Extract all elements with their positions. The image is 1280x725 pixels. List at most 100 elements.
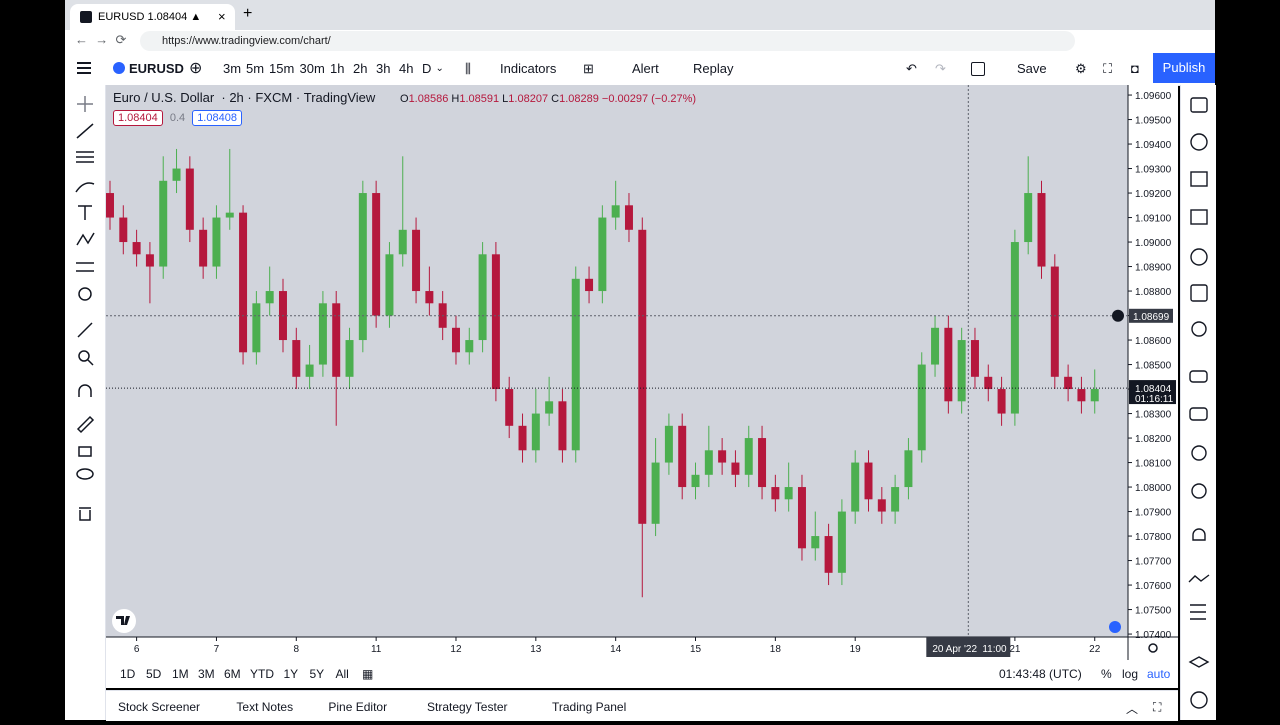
y-tick-label: 1.08100 [1135,459,1172,470]
url-box[interactable]: https://www.tradingview.com/chart/ [140,31,1075,51]
candle-body [199,229,208,267]
bid-ask: 1.08404 0.4 1.08408 [113,110,242,126]
candle-body [106,193,114,218]
interval[interactable]: 4h [399,61,414,76]
address-bar: ← → ⟳ https://www.tradingview.com/chart/ [65,30,1215,52]
h-label: H [451,93,460,105]
panel-tab[interactable]: Strategy Tester [427,700,508,714]
candle-body [877,499,886,512]
ask[interactable]: 1.08408 [192,110,242,126]
interval[interactable]: 30m [299,61,325,76]
interval[interactable]: 1h [330,61,345,76]
interval[interactable]: 15m [269,61,295,76]
c-value: 1.08289 [559,93,599,105]
maximize[interactable]: ⛶ [1153,700,1162,714]
new-tab[interactable]: + [243,5,253,22]
interval[interactable]: 3h [376,61,391,76]
panel-tab[interactable]: Pine Editor [328,700,388,714]
panel-tab[interactable]: Stock Screener [118,700,201,714]
alert[interactable]: Alert [632,61,659,76]
h-value: 1.08591 [459,93,500,105]
l-label: L [502,93,509,105]
candle-body [664,425,673,463]
x-tick-label: 8 [294,644,300,655]
auto-toggle[interactable]: auto [1147,667,1171,681]
candle-body [784,487,793,500]
candle-body [585,278,594,292]
flag [113,62,125,74]
goto-date[interactable]: ▦ [362,667,374,681]
range-button[interactable]: 1Y [283,667,299,681]
log-toggle[interactable]: log [1122,667,1139,681]
countdown: 01:16:11 [1135,394,1174,405]
publish[interactable]: Publish [1153,53,1215,83]
candle-body [358,193,367,341]
add-alert [1112,309,1124,322]
candle-body [212,217,221,267]
layout-box[interactable] [971,62,985,76]
interval[interactable]: D [422,61,432,76]
symbol[interactable]: EURUSD [129,61,184,76]
y-tick-label: 1.09500 [1135,116,1172,127]
range-button[interactable]: YTD [250,667,274,681]
interval[interactable]: 5m [246,61,265,76]
percent-toggle[interactable]: % [1101,667,1112,681]
c-label: C [551,93,560,105]
y-tick-label: 1.07400 [1135,630,1172,641]
replay[interactable]: Replay [693,61,734,76]
candle-body [957,340,966,402]
candle-body [172,168,181,181]
candle-body [372,193,381,316]
clock: 01:43:48 (UTC) [999,667,1082,681]
fullscreen[interactable]: ⛶ [1103,61,1113,76]
interval-menu[interactable]: ⌄ [435,63,444,74]
collapse[interactable]: ︿ [1126,702,1139,716]
indicators[interactable]: Indicators [500,61,557,76]
nav-buttons[interactable]: ← → ⟳ [75,32,127,47]
range-button[interactable]: All [335,667,349,681]
layouts[interactable]: ⊞ [583,61,594,76]
settings[interactable]: ⚙ [1075,61,1087,76]
save[interactable]: Save [1017,61,1047,76]
interval[interactable]: 3m [223,61,242,76]
chart-toolbar: EURUSD ⊕ 3m 5m 15m 30m 1h 2h 3h 4h D ⌄ ⫼ Indicato… [65,52,1215,86]
range-button[interactable]: 1D [120,667,136,681]
candle-body [1050,266,1059,377]
bid[interactable]: 1.08404 [113,110,163,126]
tab-close[interactable]: × [218,9,226,24]
candle-body [119,217,128,243]
candle-body [145,254,154,267]
range-button[interactable]: 3M [198,667,215,681]
tool-icons [75,96,95,521]
panel-tab[interactable]: Trading Panel [552,700,627,714]
tv-logo-mark [116,616,130,625]
candle-body [1077,389,1086,402]
price-chart[interactable]: 1.09600 1.09500 1.09400 1.09300 1.09200 1.091… [106,85,1178,660]
y-tick-label: 1.07500 [1135,606,1172,617]
undo[interactable]: ↶ [906,61,917,76]
compare[interactable]: ⊕ [189,60,203,77]
range-button[interactable]: 5D [146,667,162,681]
candle-body [611,205,620,218]
range-button[interactable]: 5Y [309,667,325,681]
candle-body [731,462,740,475]
y-tick-label: 1.08200 [1135,434,1172,445]
y-tick-label: 1.09300 [1135,165,1172,176]
candle-body [478,254,487,341]
price-axis [1128,85,1178,660]
interval[interactable]: 2h [353,61,368,76]
candle-body [318,303,327,365]
candle-body [691,474,700,488]
range-button[interactable]: 6M [224,667,241,681]
browser-tab[interactable]: EURUSD 1.08404 ▲ +0.08% × [70,4,235,49]
chart-style[interactable]: ⫼ [465,61,471,76]
range-button[interactable]: 1M [172,667,189,681]
menu[interactable] [77,62,91,64]
candle-body [451,327,460,353]
candle-body [797,487,806,549]
snapshot[interactable]: ◘ [1131,61,1139,76]
panel-tab[interactable]: Text Notes [236,700,294,714]
redo[interactable]: ↷ [935,61,946,76]
ohlc-values: O1.08586 H1.08591 L1.08207 C1.08289 −0.0… [400,93,696,105]
